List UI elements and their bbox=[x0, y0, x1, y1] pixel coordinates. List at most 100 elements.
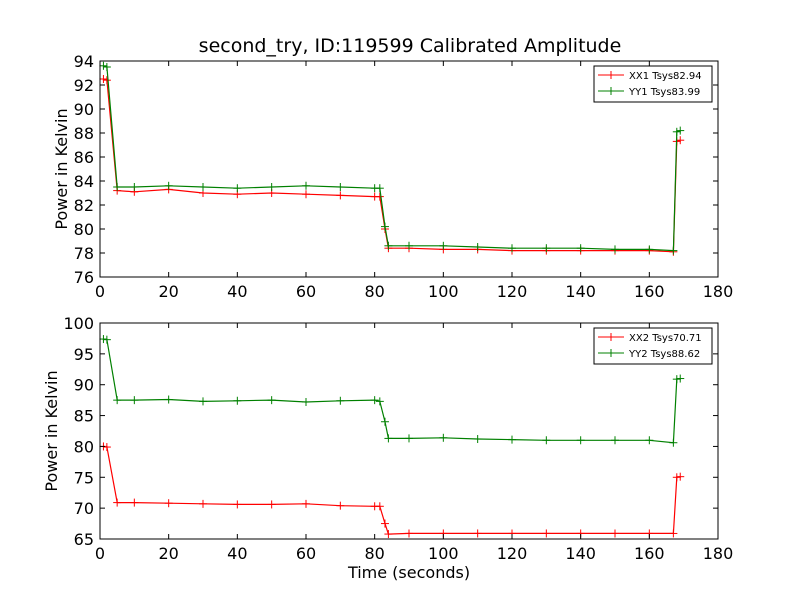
bottom-chart-frame bbox=[99, 322, 719, 540]
bottom-chart-data-point-yy2 bbox=[130, 396, 139, 405]
top-chart-x-tick-label: 40 bbox=[227, 282, 247, 301]
bottom-chart-data-point-xx2 bbox=[611, 529, 619, 538]
bottom-chart-data-point-yy2 bbox=[113, 396, 122, 405]
top-chart-y-axis-label: Power in Kelvin bbox=[52, 108, 71, 229]
top-chart-data-point-xx1 bbox=[336, 191, 345, 200]
bottom-chart-data-point-yy2 bbox=[164, 395, 173, 404]
top-chart-y-tick-label: 80 bbox=[74, 220, 94, 239]
bottom-chart-x-tick-label: 60 bbox=[296, 544, 316, 563]
top-chart-data-point-yy1 bbox=[380, 222, 389, 231]
top-chart-data-point-yy1 bbox=[405, 241, 413, 250]
top-chart-x-tick-label: 140 bbox=[565, 282, 596, 301]
bottom-chart-data-point-xx2 bbox=[542, 529, 551, 538]
top-chart-x-tick-label: 0 bbox=[95, 282, 105, 301]
top-chart-data-point-xx1 bbox=[676, 136, 685, 145]
top-chart-data-point-xx1 bbox=[102, 76, 111, 85]
top-chart-x-tick-label: 120 bbox=[497, 282, 528, 301]
top-chart-data-point-yy1 bbox=[233, 184, 242, 193]
top-chart-data-point-xx1 bbox=[302, 190, 310, 199]
top-chart-legend: XX1 Tsys82.94 YY1 Tsys83.99 bbox=[593, 65, 713, 103]
top-chart-data-point-yy1 bbox=[542, 244, 551, 253]
bottom-chart-data-point-xx2 bbox=[473, 529, 482, 538]
bottom-chart-legend: XX2 Tsys70.71 YY2 Tsys88.62 bbox=[593, 327, 713, 365]
bottom-chart-data-point-xx2 bbox=[199, 499, 207, 508]
bottom-chart-data-point-xx2 bbox=[267, 500, 276, 509]
top-chart-y-tick-label: 90 bbox=[74, 100, 94, 119]
bottom-chart-x-tick-label: 40 bbox=[227, 544, 247, 563]
top-chart-y-tick-label: 86 bbox=[74, 148, 94, 167]
top-chart-x-tick-label: 180 bbox=[703, 282, 734, 301]
bottom-chart-data-point-xx2 bbox=[380, 519, 389, 528]
top-chart-data-point-xx1 bbox=[375, 192, 384, 201]
bottom-chart-data-point-xx2 bbox=[113, 498, 122, 507]
top-chart-y-tick-label: 78 bbox=[74, 244, 94, 263]
bottom-chart-x-tick-label: 160 bbox=[634, 544, 665, 563]
top-chart-data-point-yy1 bbox=[375, 184, 384, 193]
bottom-chart-data-point-xx2 bbox=[375, 502, 384, 511]
top-chart-y-tick-label: 94 bbox=[74, 52, 94, 71]
top-chart-x-tick-label: 160 bbox=[634, 282, 665, 301]
bottom-chart-x-axis-label: Time (seconds) bbox=[347, 563, 470, 582]
bottom-chart-data-point-xx2 bbox=[336, 501, 345, 510]
bottom-chart-x-tick-label: 20 bbox=[158, 544, 178, 563]
top-chart-data-point-yy1 bbox=[99, 61, 108, 70]
bottom-chart-data-point-xx2 bbox=[405, 529, 413, 538]
top-chart-data-point-yy1 bbox=[113, 183, 122, 191]
top-chart: second_try, ID:119599 Calibrated Amplitu… bbox=[52, 35, 733, 301]
bottom-chart-data-point-yy2 bbox=[576, 436, 585, 445]
bottom-chart-data-point-yy2 bbox=[672, 375, 681, 384]
bottom-chart-data-point-yy2 bbox=[99, 335, 108, 344]
top-chart-frame bbox=[99, 60, 719, 278]
bottom-chart-data-point-yy2 bbox=[384, 434, 393, 443]
bottom-chart: Power in Kelvin Time (seconds) 0 20 40 60 80… bbox=[42, 314, 733, 582]
bottom-chart-data-point-yy2 bbox=[439, 433, 448, 442]
bottom-chart-data-point-yy2 bbox=[669, 438, 678, 447]
top-chart-x-tick-label: 80 bbox=[364, 282, 384, 301]
bottom-chart-y-tick-label: 70 bbox=[74, 499, 94, 518]
top-chart-data-point-yy1 bbox=[676, 126, 685, 135]
top-chart-y-tick-label: 92 bbox=[74, 76, 94, 95]
bottom-chart-legend-label-xx2: XX2 Tsys70.71 bbox=[629, 333, 702, 344]
bottom-chart-y-tick-label: 65 bbox=[74, 530, 94, 549]
bottom-chart-legend-entry-xx2: XX2 Tsys70.71 bbox=[598, 333, 702, 344]
top-chart-data-point-yy1 bbox=[645, 245, 654, 254]
top-chart-y-tick-label: 76 bbox=[74, 268, 94, 287]
bottom-chart-data-point-yy2 bbox=[199, 397, 207, 406]
top-chart-data-point-yy1 bbox=[576, 244, 585, 253]
bottom-chart-y-axis-label: Power in Kelvin bbox=[42, 370, 61, 491]
bottom-chart-data-point-yy2 bbox=[645, 436, 654, 445]
bottom-chart-data-point-yy2 bbox=[375, 397, 384, 406]
bottom-chart-data-point-yy2 bbox=[302, 397, 310, 406]
bottom-chart-y-tick-label: 80 bbox=[74, 437, 94, 456]
bottom-chart-y-tick-label: 90 bbox=[74, 376, 94, 395]
bottom-chart-data-point-yy2 bbox=[676, 374, 685, 383]
bottom-chart-data-point-yy2 bbox=[336, 396, 345, 405]
bottom-chart-x-tick-label: 120 bbox=[497, 544, 528, 563]
top-chart-data-point-yy1 bbox=[508, 244, 516, 253]
top-chart-legend-label-xx1: XX1 Tsys82.94 bbox=[629, 71, 702, 82]
bottom-chart-data-point-xx2 bbox=[102, 443, 111, 452]
bottom-chart-data-point-yy2 bbox=[380, 417, 389, 426]
bottom-chart-legend-label-yy2: YY2 Tsys88.62 bbox=[628, 349, 700, 360]
top-chart-x-tick-label: 20 bbox=[158, 282, 178, 301]
top-chart-data-point-yy1 bbox=[669, 246, 678, 255]
bottom-chart-ticks: 0 20 40 60 80 100 120 140 160 180 65 70 75 80 85 90 95 10… bbox=[63, 314, 733, 563]
top-chart-data-point-yy1 bbox=[439, 241, 448, 250]
top-chart-data-point-yy1 bbox=[611, 245, 619, 254]
bottom-chart-legend-box bbox=[593, 327, 713, 365]
bottom-chart-data-point-xx2 bbox=[233, 500, 242, 509]
bottom-chart-data-point-yy2 bbox=[267, 396, 276, 405]
bottom-chart-data-point-xx2 bbox=[672, 473, 681, 482]
bottom-chart-plot-area bbox=[99, 335, 685, 539]
top-chart-data-point-yy1 bbox=[672, 127, 681, 136]
top-chart-ticks: 0 20 40 60 80 100 120 140 160 180 76 78 80 82 84 86 88 90… bbox=[74, 52, 734, 301]
bottom-chart-x-tick-label: 0 bbox=[95, 544, 105, 563]
bottom-chart-y-tick-label: 100 bbox=[63, 314, 94, 333]
bottom-chart-data-point-yy2 bbox=[611, 436, 619, 445]
top-chart-data-point-yy1 bbox=[473, 243, 482, 251]
top-chart-x-tick-label: 100 bbox=[428, 282, 459, 301]
top-chart-data-point-yy1 bbox=[130, 183, 139, 191]
bottom-chart-x-tick-label: 140 bbox=[565, 544, 596, 563]
top-chart-data-point-yy1 bbox=[302, 181, 310, 190]
